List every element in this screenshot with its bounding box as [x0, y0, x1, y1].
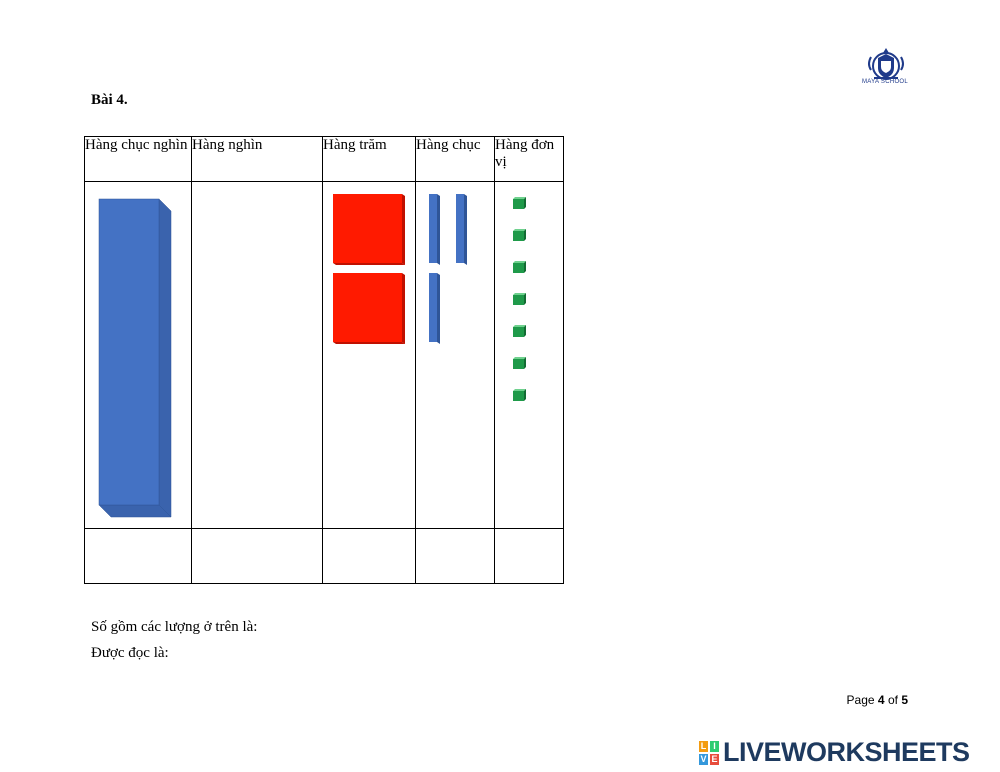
brand-letter: L	[698, 739, 709, 753]
unit-cubes	[513, 197, 526, 401]
page-prefix: Page	[846, 693, 875, 707]
answer-cell-ten-thousands[interactable]	[84, 528, 192, 584]
hundred-blocks	[333, 194, 405, 344]
column-header-ten-thousands: Hàng chục nghìn	[84, 136, 192, 182]
liveworksheets-logo-icon: L I V E	[698, 739, 720, 766]
ten-rod	[456, 194, 467, 265]
answer-cell-tens[interactable]	[415, 528, 495, 584]
school-name: MAYA SCHOOL	[861, 79, 909, 85]
ten-rod	[429, 194, 440, 265]
hundred-block	[333, 194, 405, 265]
ten-rods	[429, 194, 467, 344]
page-total: 5	[901, 693, 908, 707]
brand-letter: I	[709, 739, 720, 753]
page-current: 4	[877, 693, 885, 707]
unit-cube	[513, 293, 526, 305]
unit-cube	[513, 389, 526, 401]
column-header-hundreds: Hàng trăm	[322, 136, 416, 182]
tens-cell	[415, 181, 495, 529]
number-question-label: Số gồm các lượng ở trên là:	[91, 619, 258, 635]
answer-cell-thousands[interactable]	[191, 528, 323, 584]
hundred-block	[333, 273, 405, 344]
brand-letter: E	[709, 752, 720, 766]
page-number: Page 4 of 5	[847, 693, 908, 707]
unit-cube	[513, 357, 526, 369]
place-value-table: Hàng chục nghìn Hàng nghìn Hàng trăm Hàn…	[84, 136, 564, 584]
hundreds-cell	[322, 181, 416, 529]
column-header-tens: Hàng chục	[415, 136, 495, 182]
reading-question-label: Được đọc là:	[91, 645, 169, 661]
unit-cube	[513, 197, 526, 209]
column-header-thousands: Hàng nghìn	[191, 136, 323, 182]
unit-cube	[513, 261, 526, 273]
liveworksheets-brand[interactable]: L I V E LIVEWORKSHEETS	[698, 737, 970, 768]
unit-cube	[513, 325, 526, 337]
thousands-cell	[191, 181, 323, 529]
unit-cube	[513, 229, 526, 241]
exercise-title: Bài 4.	[91, 92, 128, 108]
ten-thousand-block	[98, 198, 172, 518]
units-cell	[494, 181, 564, 529]
brand-letter: V	[698, 752, 709, 766]
answer-cell-hundreds[interactable]	[322, 528, 416, 584]
page-of: of	[887, 693, 898, 707]
brand-wordmark: LIVEWORKSHEETS	[723, 737, 970, 767]
ten-thousands-cell	[84, 181, 192, 529]
school-logo-icon	[868, 48, 904, 80]
answer-cell-units[interactable]	[494, 528, 564, 584]
column-header-units: Hàng đơn vị	[494, 136, 564, 182]
ten-rod	[429, 273, 440, 344]
